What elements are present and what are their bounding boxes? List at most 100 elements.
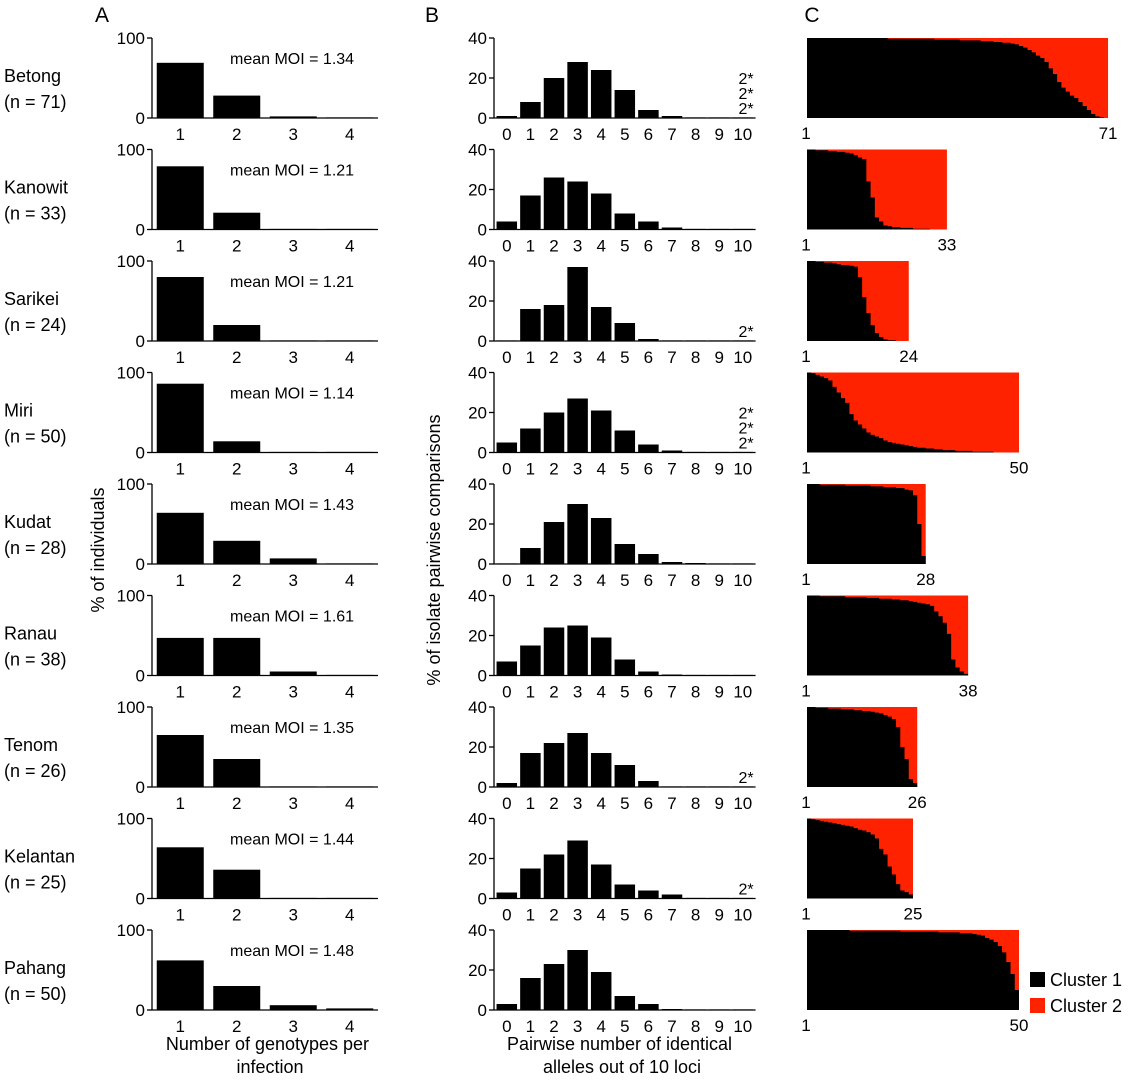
asterisk-annotation: 2*	[738, 71, 753, 88]
x-tick-label: 6	[644, 125, 653, 144]
x-tick-label: 1	[526, 125, 535, 144]
x-tick-label: 1	[526, 348, 535, 367]
bar	[614, 996, 636, 1010]
bar	[269, 451, 317, 453]
cluster-1-area	[807, 595, 969, 676]
bar	[614, 659, 636, 676]
bar	[708, 897, 730, 899]
x-tick-label: 4	[596, 348, 605, 367]
x-tick-label: 1	[526, 1017, 535, 1036]
bar	[708, 1009, 730, 1010]
x-tick-label: 4	[596, 571, 605, 590]
bar	[590, 193, 612, 230]
asterisk-annotation: 2*	[738, 770, 753, 787]
x-tick-label: 3	[289, 125, 298, 144]
bar	[269, 786, 317, 787]
x-tick-label: 7	[667, 1017, 676, 1036]
x-tick-label: 0	[502, 571, 511, 590]
y-tick-label: 100	[117, 252, 145, 271]
site-name-label: Tenom	[4, 735, 58, 755]
asterisk-annotation: 2*	[738, 101, 753, 118]
x-tick-label: 8	[691, 1017, 700, 1036]
bar	[638, 671, 659, 676]
y-tick-label: 100	[117, 587, 145, 606]
y-tick-label: 0	[136, 555, 145, 574]
x-tick-label: 8	[691, 794, 700, 813]
x-tick-label: 6	[644, 571, 653, 590]
bar	[614, 544, 636, 564]
bar	[614, 884, 636, 899]
bar	[732, 897, 754, 899]
bar	[567, 504, 588, 564]
bar	[543, 522, 565, 564]
cluster-1-area	[807, 484, 926, 564]
x-tick-label-last: 25	[904, 905, 923, 924]
x-tick-label: 2	[549, 348, 558, 367]
site-n-label: (n = 25)	[4, 873, 67, 893]
mean-moi-annotation: mean MOI = 1.34	[230, 51, 354, 68]
x-tick-label: 0	[502, 683, 511, 702]
bar	[732, 1009, 754, 1010]
bar	[543, 854, 565, 899]
bar	[520, 753, 541, 787]
bar	[543, 177, 565, 230]
y-tick-label: 20	[468, 738, 487, 757]
bar	[496, 661, 518, 676]
x-tick-label: 9	[714, 348, 723, 367]
y-tick-label: 0	[478, 778, 487, 797]
bar	[661, 562, 683, 564]
x-tick-label: 4	[345, 125, 354, 144]
y-tick-label: 0	[478, 444, 487, 463]
bar	[685, 674, 706, 676]
y-tick-label: 0	[136, 890, 145, 909]
bar	[213, 95, 261, 118]
bar	[520, 428, 541, 453]
x-tick-label: 7	[667, 125, 676, 144]
x-tick-label: 7	[667, 348, 676, 367]
bar	[496, 783, 518, 787]
bar	[661, 450, 683, 453]
bar	[708, 563, 730, 564]
x-tick-label: 6	[644, 460, 653, 479]
x-tick-label-first: 1	[801, 347, 810, 366]
x-tick-label: 4	[596, 125, 605, 144]
x-tick-label: 3	[289, 348, 298, 367]
bar	[496, 221, 518, 230]
x-tick-label-first: 1	[801, 124, 810, 143]
x-tick-label: 0	[502, 906, 511, 925]
mean-moi-annotation: mean MOI = 1.21	[230, 274, 354, 291]
bar	[326, 786, 374, 787]
bar	[661, 786, 683, 787]
panel-a-row: Kudat (n = 28) 0 100 1 2 3 4 mean MOI = 1.43	[4, 475, 378, 590]
bar	[732, 340, 754, 341]
bar	[543, 305, 565, 341]
y-tick-label: 40	[468, 252, 487, 271]
x-tick-label: 3	[289, 683, 298, 702]
x-tick-label: 4	[596, 794, 605, 813]
bar	[661, 1009, 683, 1010]
x-tick-label: 4	[345, 571, 354, 590]
x-tick-label: 3	[289, 1017, 298, 1036]
legend-label-cluster-2: Cluster 2	[1050, 996, 1122, 1016]
bar	[590, 518, 612, 564]
bar	[732, 117, 754, 118]
x-tick-label: 4	[345, 906, 354, 925]
cluster-1-area	[807, 261, 909, 341]
panel-a-row: Tenom (n = 26) 0 100 1 2 3 4 mean MOI = 1.35	[4, 698, 378, 813]
site-n-label: (n = 38)	[4, 650, 67, 670]
cluster-1-area	[807, 930, 1019, 1010]
panel-a-row: Kanowit (n = 33) 0 100 1 2 3 4 mean MOI = 1.21	[4, 141, 378, 256]
bar	[213, 441, 261, 453]
x-tick-label: 1	[526, 794, 535, 813]
legend-swatch-cluster-1	[1030, 972, 1045, 987]
bar	[543, 78, 565, 118]
site-name-label: Ranau	[4, 624, 57, 644]
bar	[638, 554, 659, 564]
site-n-label: (n = 50)	[4, 984, 67, 1004]
bar	[708, 451, 730, 453]
